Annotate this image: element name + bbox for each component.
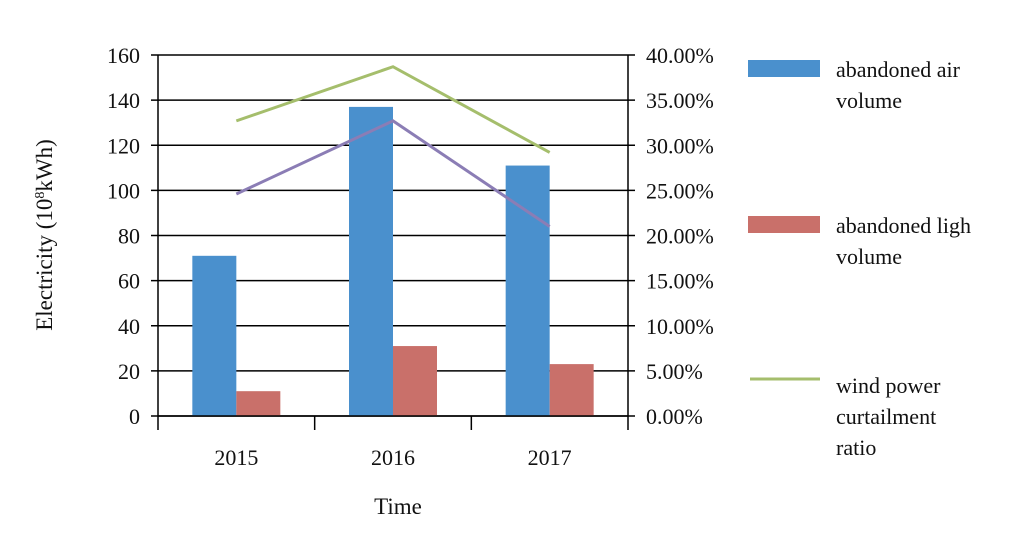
y-right-tick-label: 20.00%: [646, 224, 714, 249]
bar: [393, 346, 437, 416]
legend-label: volume: [836, 244, 902, 269]
y-left-tick-label: 80: [118, 224, 140, 249]
line-series: [235, 65, 551, 228]
bar: [505, 165, 550, 416]
y-right-tick-label: 25.00%: [646, 178, 714, 203]
legend-swatch: [748, 60, 820, 77]
bar: [349, 106, 393, 417]
legend: abandoned air volume abandoned ligh volume w…: [748, 57, 971, 460]
legend-label: abandoned air: [836, 57, 961, 82]
series-line: [235, 119, 551, 228]
bar-series: [192, 106, 594, 417]
bar: [192, 255, 237, 416]
y-left-tick-label: 120: [107, 133, 140, 158]
y-right-tick-label: 35.00%: [646, 88, 714, 113]
legend-label: curtailment: [836, 404, 936, 429]
legend-label: wind power: [836, 373, 941, 398]
y-left-tick-label: 20: [118, 359, 140, 384]
y-left-tick-label: 160: [107, 43, 140, 68]
y-right-tick-label: 10.00%: [646, 314, 714, 339]
legend-label: ratio: [836, 435, 876, 460]
y-right-tick-label: 30.00%: [646, 133, 714, 158]
bar: [549, 364, 594, 416]
y-right-tick-label: 0.00%: [646, 404, 703, 429]
y-left-tick-label: 60: [118, 269, 140, 294]
tick-labels: 0 0.00% 20 5.00% 40 10.00% 60 15.00% 80 20.00% 100…: [107, 43, 714, 470]
y-axis-title-exponent: 8: [33, 192, 48, 199]
y-right-tick-label: 15.00%: [646, 269, 714, 294]
y-left-tick-label: 100: [107, 178, 140, 203]
y-right-tick-label: 40.00%: [646, 43, 714, 68]
x-tick-label: 2015: [214, 445, 258, 470]
y-right-tick-label: 5.00%: [646, 359, 703, 384]
y-left-tick-label: 140: [107, 88, 140, 113]
y-left-tick-label: 40: [118, 314, 140, 339]
legend-swatch: [748, 216, 820, 233]
x-tick-label: 2016: [371, 445, 415, 470]
x-axis-title: Time: [374, 494, 422, 519]
legend-label: abandoned ligh: [836, 213, 971, 238]
y-left-tick-label: 0: [129, 404, 140, 429]
axes: [151, 54, 635, 430]
legend-label: volume: [836, 88, 902, 113]
bar: [236, 391, 281, 416]
y-axis-title: Electricity (108kWh): [32, 139, 57, 331]
y-axis-title-main: Electricity (10: [32, 199, 57, 331]
x-tick-label: 2017: [528, 445, 572, 470]
series-line: [235, 65, 551, 154]
y-axis-title-unit: kWh): [32, 139, 57, 191]
